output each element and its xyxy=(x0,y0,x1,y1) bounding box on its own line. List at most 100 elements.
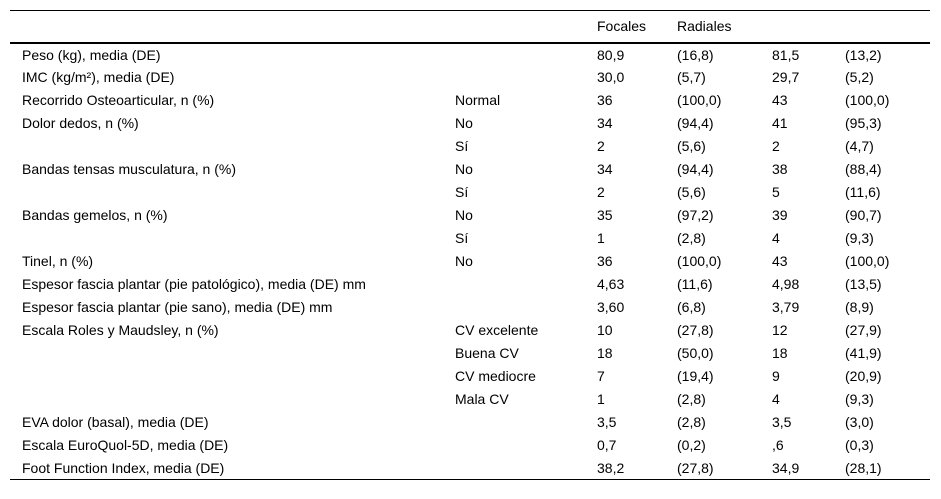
table-row: Mala CV 1 (2,8) 4 (9,3) xyxy=(10,388,930,411)
focales-pct-value: (19,4) xyxy=(677,368,714,384)
radiales-pct-value: (3,0) xyxy=(845,414,874,430)
row-category xyxy=(443,457,585,480)
radiales-pct-value: (5,2) xyxy=(845,69,874,85)
radiales-pct-value: (8,9) xyxy=(845,299,874,315)
row-category xyxy=(443,66,585,89)
page: Focales Radiales Peso (kg), media (DE) 8… xyxy=(0,10,941,499)
radiales-n-value: 3,5 xyxy=(772,414,792,430)
radiales-n-value: 5 xyxy=(772,184,780,200)
table-row: CV mediocre 7 (19,4) 9 (20,9) xyxy=(10,365,930,388)
focales-pct-value: (27,8) xyxy=(677,459,714,476)
radiales-pct-value: (9,3) xyxy=(845,230,874,246)
row-label: Bandas gemelos, n (%) xyxy=(22,207,168,223)
table-row: Bandas gemelos, n (%) No 35 (97,2) 39 (9… xyxy=(10,204,930,227)
radiales-n-value: 34,9 xyxy=(772,459,800,476)
table-row: Buena CV 18 (50,0) 18 (41,9) xyxy=(10,342,930,365)
table-row: Escala Roles y Maudsley, n (%) CV excele… xyxy=(10,319,930,342)
row-label: Recorrido Osteoarticular, n (%) xyxy=(22,92,215,108)
row-label: Tinel, n (%) xyxy=(22,253,94,269)
radiales-n-value: 43 xyxy=(772,253,788,269)
row-label: Escala EuroQuol-5D, media (DE) xyxy=(22,437,229,453)
table-row: Sí 2 (5,6) 5 (11,6) xyxy=(10,181,930,204)
row-category xyxy=(443,434,585,457)
radiales-n-value: 18 xyxy=(772,345,788,361)
focales-pct-value: (100,0) xyxy=(677,92,722,108)
focales-pct-value: (11,6) xyxy=(677,276,713,292)
radiales-pct-value: (13,5) xyxy=(845,276,882,292)
focales-n-value: 38,2 xyxy=(597,459,625,476)
table-row: Espesor fascia plantar (pie patológico),… xyxy=(10,273,930,296)
focales-pct-value: (2,8) xyxy=(677,391,706,407)
focales-pct-value: (97,2) xyxy=(677,207,714,223)
row-category xyxy=(443,43,585,66)
radiales-n-value: 4 xyxy=(772,230,780,246)
table-row: Peso (kg), media (DE) 80,9 (16,8) 81,5 (… xyxy=(10,43,930,66)
focales-pct-value: (5,6) xyxy=(677,138,706,154)
focales-n-value: 2 xyxy=(597,138,605,154)
focales-pct-value: (16,8) xyxy=(677,46,714,63)
radiales-n-value: 4 xyxy=(772,391,780,407)
focales-pct-value: (0,2) xyxy=(677,437,706,453)
radiales-pct-value: (41,9) xyxy=(845,345,882,361)
row-category: No xyxy=(455,115,473,131)
row-category: Sí xyxy=(455,138,469,154)
radiales-n-value: 3,79 xyxy=(772,299,800,315)
focales-n-value: 3,60 xyxy=(597,299,625,315)
radiales-pct-value: (90,7) xyxy=(845,207,882,223)
focales-n-value: 34 xyxy=(597,161,613,177)
radiales-n-value: 41 xyxy=(772,115,788,131)
radiales-n-value: 12 xyxy=(772,322,788,338)
row-category xyxy=(443,273,585,296)
radiales-pct-value: (0,3) xyxy=(845,437,874,453)
radiales-n-value: 4,98 xyxy=(772,276,800,292)
row-category: CV mediocre xyxy=(455,368,536,384)
row-label: Espesor fascia plantar (pie sano), media… xyxy=(22,299,333,315)
focales-pct-value: (2,8) xyxy=(677,230,706,246)
row-category: Sí xyxy=(455,184,469,200)
clinical-stats-table: Focales Radiales Peso (kg), media (DE) 8… xyxy=(10,10,930,480)
radiales-pct-value: (100,0) xyxy=(845,92,890,108)
focales-n-value: 30,0 xyxy=(597,69,625,85)
table-row: Escala EuroQuol-5D, media (DE) 0,7 (0,2)… xyxy=(10,434,930,457)
row-label xyxy=(10,227,443,250)
header-row: Focales Radiales xyxy=(10,11,930,43)
focales-n-value: 36 xyxy=(597,92,613,108)
focales-pct-value: (2,8) xyxy=(677,414,706,430)
focales-n-value: 7 xyxy=(597,368,605,384)
row-category: Mala CV xyxy=(455,391,509,407)
radiales-n-value: 2 xyxy=(772,138,780,154)
focales-n-value: 35 xyxy=(597,207,613,223)
table-row: Dolor dedos, n (%) No 34 (94,4) 41 (95,3… xyxy=(10,112,930,135)
radiales-pct-value: (13,2) xyxy=(845,46,882,63)
focales-pct-value: (94,4) xyxy=(677,115,714,131)
header-spacer-2 xyxy=(833,11,930,43)
focales-pct-value: (100,0) xyxy=(677,253,722,269)
focales-n-value: 10 xyxy=(597,322,613,338)
radiales-n-value: 38 xyxy=(772,161,788,177)
radiales-pct-value: (28,1) xyxy=(845,459,882,476)
radiales-n-value: 81,5 xyxy=(772,46,800,63)
focales-pct-value: (50,0) xyxy=(677,345,714,361)
table-row: Recorrido Osteoarticular, n (%) Normal 3… xyxy=(10,89,930,112)
radiales-pct-value: (9,3) xyxy=(845,391,874,407)
focales-pct-value: (5,7) xyxy=(677,69,706,85)
table-row: EVA dolor (basal), media (DE) 3,5 (2,8) … xyxy=(10,411,930,434)
row-label: Dolor dedos, n (%) xyxy=(22,115,139,131)
radiales-n-value: ,6 xyxy=(772,437,784,453)
radiales-pct-value: (20,9) xyxy=(845,368,882,384)
radiales-pct-value: (88,4) xyxy=(845,161,882,177)
focales-n-value: 18 xyxy=(597,345,613,361)
row-label: Escala Roles y Maudsley, n (%) xyxy=(22,322,219,338)
focales-pct-value: (6,8) xyxy=(677,299,706,315)
radiales-pct-value: (95,3) xyxy=(845,115,882,131)
row-label xyxy=(10,181,443,204)
focales-n-value: 1 xyxy=(597,391,605,407)
row-category: CV excelente xyxy=(455,322,539,338)
header-focales: Focales xyxy=(597,18,647,35)
table-row: Foot Function Index, media (DE) 38,2 (27… xyxy=(10,457,930,480)
focales-pct-value: (94,4) xyxy=(677,161,714,177)
row-label: Bandas tensas musculatura, n (%) xyxy=(22,161,236,177)
row-label xyxy=(10,135,443,158)
focales-n-value: 0,7 xyxy=(597,437,617,453)
table-row: IMC (kg/m²), media (DE) 30,0 (5,7) 29,7 … xyxy=(10,66,930,89)
